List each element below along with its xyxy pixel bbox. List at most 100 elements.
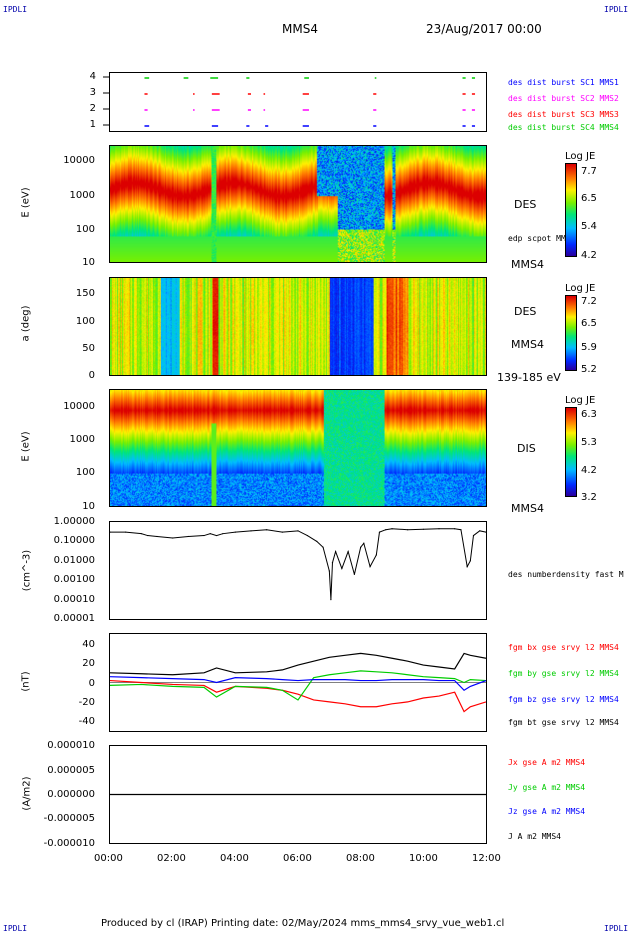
density-ytick: 1.00000 bbox=[53, 516, 95, 527]
date-title: 23/Aug/2017 00:00 bbox=[426, 22, 542, 36]
des-energy-cbar-tick: 5.4 bbox=[581, 221, 597, 232]
des-energy-ytick: 10000 bbox=[63, 155, 95, 166]
density-panel bbox=[109, 521, 487, 620]
des-energy-cbar-label: Log JE bbox=[565, 151, 596, 162]
current-ytick: 0.000000 bbox=[47, 789, 95, 800]
density-point bbox=[281, 531, 283, 533]
burst-legend-sc2: des dist burst SC2 MMS2 bbox=[508, 94, 619, 103]
des-energy-ytick: 100 bbox=[75, 224, 95, 235]
bfield-series-line bbox=[110, 670, 486, 701]
des-pitch-cbar-tick: 5.2 bbox=[581, 364, 597, 375]
footer-text: Produced by cl (IRAP) Printing date: 02/… bbox=[101, 918, 505, 929]
density-point bbox=[335, 550, 337, 553]
density-plot bbox=[110, 528, 486, 601]
dis-energy-cbar-tick: 3.2 bbox=[581, 492, 597, 503]
des-pitch-ylabel: a (deg) bbox=[20, 305, 32, 342]
des-pitch-colorbar bbox=[565, 295, 577, 371]
des-energy-cbar-tick: 4.2 bbox=[581, 250, 597, 261]
dis-energy-spectrogram bbox=[109, 389, 487, 507]
density-point bbox=[485, 531, 486, 533]
current-ytick: 0.000005 bbox=[47, 765, 95, 776]
density-point bbox=[156, 535, 158, 538]
des-energy-spacecraft: MMS4 bbox=[511, 258, 544, 271]
density-point bbox=[222, 533, 224, 535]
density-point bbox=[330, 599, 332, 601]
des-energy-colorbar bbox=[565, 163, 577, 257]
density-point bbox=[378, 531, 381, 533]
density-point bbox=[172, 537, 174, 539]
density-point bbox=[375, 554, 377, 556]
density-series-line bbox=[110, 528, 486, 600]
burst-legend-sc1: des dist burst SC1 MMS1 bbox=[508, 78, 619, 87]
density-point bbox=[331, 562, 334, 564]
density-point bbox=[391, 528, 393, 530]
des-energy-instrument: DES bbox=[514, 198, 537, 211]
bfield-legend-bt: fgm bt gse srvy l2 MMS4 bbox=[508, 718, 619, 727]
corner-label-br: IPDLI bbox=[604, 924, 629, 933]
density-point bbox=[215, 534, 218, 537]
density-point bbox=[140, 533, 142, 535]
dis-energy-spacecraft: MMS4 bbox=[511, 502, 544, 515]
des-pitch-cbar-tick: 7.2 bbox=[581, 296, 597, 307]
bfield-legend-bx: fgm bx gse srvy l2 MMS4 bbox=[508, 643, 619, 652]
x-tick-label: 00:00 bbox=[94, 853, 123, 864]
des-pitch-angle-spectrogram bbox=[109, 277, 487, 376]
des-energy-ytick: 10 bbox=[82, 257, 95, 268]
current-legend-jx: Jx gse A m2 MMS4 bbox=[508, 758, 586, 767]
current-ylabel: (A/m2) bbox=[21, 776, 33, 811]
bfield-ytick: 20 bbox=[82, 658, 95, 669]
density-ytick: 0.10000 bbox=[53, 535, 95, 546]
bfield-ytick: -40 bbox=[78, 716, 95, 727]
spacecraft-title: MMS4 bbox=[282, 22, 318, 36]
density-point bbox=[328, 570, 330, 572]
dis-energy-ytick: 10000 bbox=[63, 401, 95, 412]
burst-ytick: 1 bbox=[89, 119, 96, 130]
bfield-ylabel: (nT) bbox=[20, 671, 32, 692]
density-point bbox=[454, 528, 456, 530]
current-ytick: -0.000010 bbox=[43, 838, 95, 849]
density-point bbox=[250, 530, 252, 532]
burst-ytick: 4 bbox=[89, 71, 96, 82]
density-point bbox=[347, 550, 349, 553]
des-pitch-spacecraft: MMS4 bbox=[511, 338, 544, 351]
des-energy-cbar-tick: 7.7 bbox=[581, 166, 597, 177]
density-ylabel: (cm^-3) bbox=[21, 549, 33, 592]
dis-energy-cbar-tick: 6.3 bbox=[581, 409, 597, 420]
density-point bbox=[466, 566, 468, 568]
des-energy-ylabel: E (eV) bbox=[20, 187, 32, 218]
density-point bbox=[110, 531, 111, 533]
density-point bbox=[407, 529, 409, 531]
bfield-ytick: 40 bbox=[82, 639, 95, 650]
density-ytick: 0.01000 bbox=[53, 555, 95, 566]
x-tick-label: 10:00 bbox=[409, 853, 438, 864]
x-tick-label: 06:00 bbox=[283, 853, 312, 864]
bfield-series-line bbox=[110, 652, 486, 676]
density-point bbox=[385, 529, 387, 531]
current-panel bbox=[109, 745, 487, 844]
des-pitch-cbar-tick: 5.9 bbox=[581, 342, 597, 353]
des-energy-ytick: 1000 bbox=[69, 190, 95, 201]
density-point bbox=[469, 560, 471, 562]
density-ytick: 0.00001 bbox=[53, 613, 95, 624]
density-point bbox=[209, 533, 211, 535]
bfield-legend-by: fgm by gse srvy l2 MMS4 bbox=[508, 669, 619, 678]
des-pitch-cbar-tick: 6.5 bbox=[581, 318, 597, 329]
burst-ytick: 3 bbox=[89, 87, 96, 98]
x-tick-label: 08:00 bbox=[346, 853, 375, 864]
burst-legend-sc3: des dist burst SC3 MMS3 bbox=[508, 110, 619, 119]
dis-energy-instrument: DIS bbox=[517, 442, 536, 455]
current-ytick: -0.000005 bbox=[43, 813, 95, 824]
density-point bbox=[203, 534, 205, 537]
dis-energy-cbar-tick: 4.2 bbox=[581, 465, 597, 476]
bfield-legend-bz: fgm bz gse srvy l2 MMS4 bbox=[508, 695, 619, 704]
bfield-series-line bbox=[110, 679, 486, 713]
des-pitch-instrument: DES bbox=[514, 305, 537, 318]
density-point bbox=[369, 566, 371, 568]
dis-energy-ytick: 1000 bbox=[69, 434, 95, 445]
des-pitch-ytick: 0 bbox=[88, 370, 95, 381]
density-point bbox=[266, 529, 268, 531]
des-energy-scpot-note: edp scpot MMS4 bbox=[508, 234, 576, 243]
bfield-ytick: -20 bbox=[78, 697, 95, 708]
des-pitch-ytick: 150 bbox=[75, 288, 95, 299]
density-point bbox=[322, 546, 324, 548]
